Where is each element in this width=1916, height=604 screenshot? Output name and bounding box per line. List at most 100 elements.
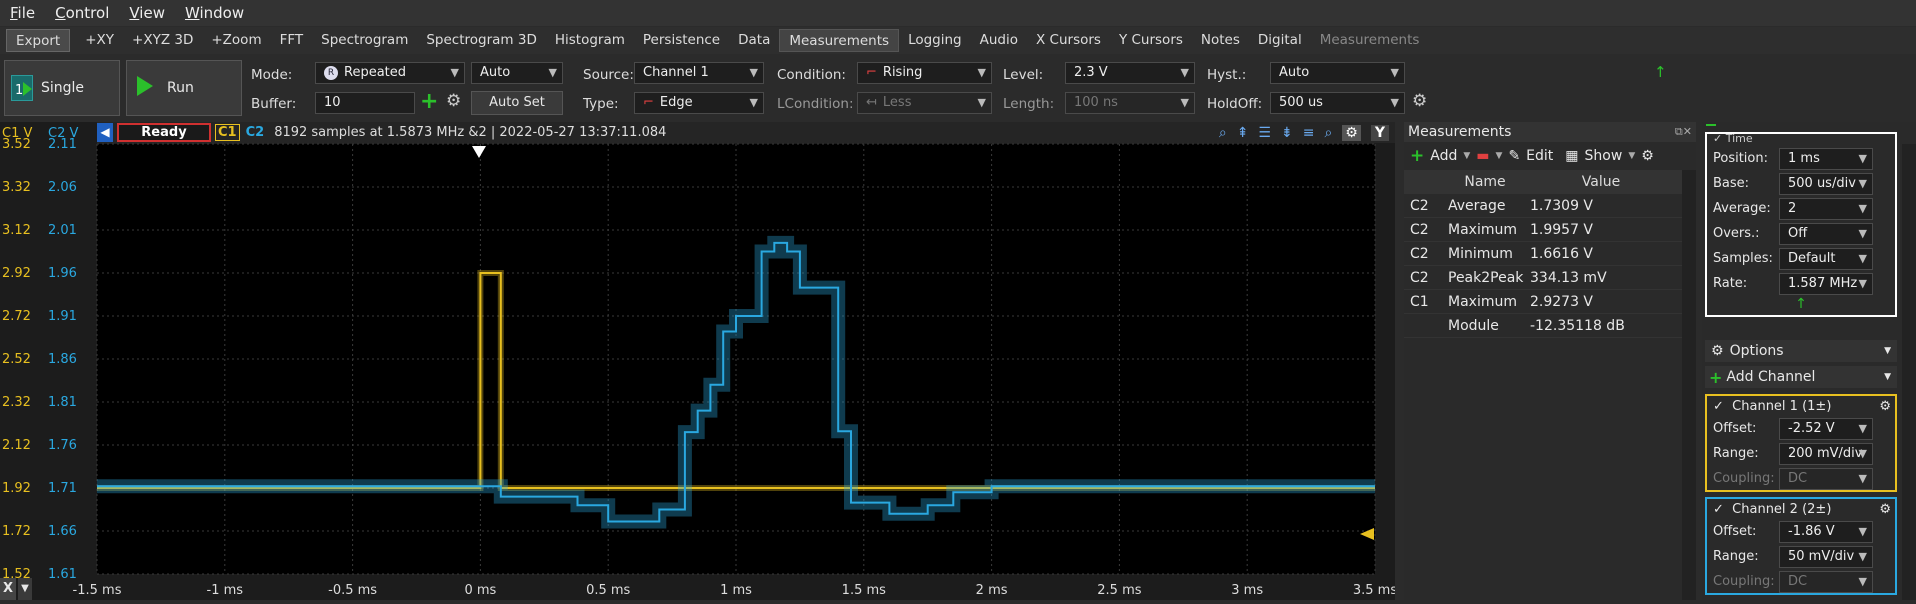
tab-fft[interactable]: FFT bbox=[279, 32, 304, 48]
edit-button[interactable]: Edit bbox=[1526, 148, 1554, 164]
tab-measurements-2[interactable]: Measurements bbox=[1319, 32, 1420, 48]
ch1-coupling-select[interactable]: DC ▼ bbox=[1779, 467, 1873, 490]
overs-select[interactable]: Off ▼ bbox=[1779, 222, 1873, 245]
lcondition-select[interactable]: ↤ Less ▼ bbox=[857, 92, 992, 114]
gear-icon[interactable]: ⚙ bbox=[1641, 148, 1654, 164]
tab-logging[interactable]: Logging bbox=[908, 32, 962, 48]
table-row[interactable]: Module -12.35118 dB bbox=[1404, 314, 1696, 338]
tab-persistence[interactable]: Persistence bbox=[642, 32, 721, 48]
export-button[interactable]: Export bbox=[6, 29, 71, 52]
menu-control[interactable]: Control bbox=[55, 4, 110, 22]
gear-icon[interactable]: ⚙ bbox=[1412, 91, 1428, 111]
y-axis-icon[interactable]: Y bbox=[1370, 124, 1389, 141]
tab-measurements[interactable]: Measurements bbox=[779, 29, 900, 52]
tab-x-cursors[interactable]: X Cursors bbox=[1036, 32, 1101, 48]
close-icon[interactable]: X bbox=[0, 578, 16, 600]
mode-select[interactable]: R Repeated ▼ bbox=[315, 62, 465, 84]
tab-zoom[interactable]: +Zoom bbox=[211, 32, 262, 48]
show-button[interactable]: Show bbox=[1584, 148, 1623, 164]
tab-spectrogram-3d[interactable]: Spectrogram 3D bbox=[426, 32, 537, 48]
measurements-scrollbar[interactable] bbox=[1682, 170, 1696, 600]
window-controls-icon[interactable]: ⧉✕ bbox=[1674, 125, 1692, 138]
menu-window[interactable]: Window bbox=[184, 4, 245, 22]
add-measurement-button[interactable]: Add bbox=[1430, 148, 1458, 164]
settings-panel: ✓ Time Position: 1 ms ▼ Base: 500 us/div ▼ A… bbox=[1702, 122, 1916, 600]
trigger-level-marker[interactable] bbox=[1360, 528, 1374, 540]
auto-set-button[interactable]: Auto Set bbox=[471, 91, 563, 115]
gear-icon[interactable]: ⚙ bbox=[446, 91, 462, 111]
menu-view[interactable]: View bbox=[129, 4, 165, 22]
chevron-down-icon[interactable]: ▼ bbox=[1463, 151, 1471, 161]
hyst-select[interactable]: Auto ▼ bbox=[1270, 62, 1405, 84]
c2-tag[interactable]: C2 bbox=[245, 125, 265, 140]
arrow-up-icon[interactable]: ↑ bbox=[1654, 63, 1667, 81]
tab-histogram[interactable]: Histogram bbox=[554, 32, 625, 48]
magnify-icon[interactable]: ⌕ bbox=[1324, 124, 1333, 141]
table-row[interactable]: C2 Peak2Peak 334.13 mV bbox=[1404, 266, 1696, 290]
channel-2-section: ✓ Channel 2 (2±) ⚙ Offset: -1.86 V ▼ Range:… bbox=[1705, 497, 1897, 595]
mode-auto-select[interactable]: Auto ▼ bbox=[471, 62, 563, 84]
level-input[interactable]: 2.3 V ▼ bbox=[1065, 62, 1195, 84]
c1-tag[interactable]: C1 bbox=[215, 124, 240, 141]
average-select[interactable]: 2 ▼ bbox=[1779, 197, 1873, 220]
type-select[interactable]: ⌐ Edge ▼ bbox=[634, 92, 764, 114]
tab-spectrogram[interactable]: Spectrogram bbox=[321, 32, 409, 48]
plot-svg[interactable]: 3.52 2.11 3.32 2.06 3.12 2.01 2.92 1.96 2.72 1.91… bbox=[0, 122, 1397, 600]
ch2-range-select[interactable]: 50 mV/div ▼ bbox=[1779, 545, 1873, 568]
add-icon[interactable]: + bbox=[420, 89, 439, 114]
length-input[interactable]: 100 ns ▼ bbox=[1065, 92, 1195, 114]
arrow-up-icon[interactable]: ↑ bbox=[1795, 296, 1807, 312]
chevron-down-icon[interactable]: ▼ bbox=[1495, 151, 1503, 161]
tab-notes[interactable]: Notes bbox=[1200, 32, 1240, 48]
condition-select[interactable]: ⌐ Rising ▼ bbox=[857, 62, 992, 84]
channel-2-title: Channel 2 (2±) bbox=[1732, 501, 1832, 517]
add-channel-button[interactable]: + Add Channel ▼ bbox=[1705, 366, 1897, 388]
menu-file[interactable]: File bbox=[10, 4, 36, 22]
ch1-offset-input[interactable]: -2.52 V ▼ bbox=[1779, 417, 1873, 440]
align-bottom-icon[interactable]: ⇟ bbox=[1280, 124, 1293, 141]
buffer-input[interactable]: 10 bbox=[315, 92, 415, 114]
rate-select[interactable]: 1.587 MHz ▼ bbox=[1779, 272, 1873, 295]
single-button[interactable]: 1 Single bbox=[4, 60, 120, 116]
chevron-down-icon[interactable]: ▼ bbox=[18, 578, 32, 600]
tab-y-cursors[interactable]: Y Cursors bbox=[1118, 32, 1183, 48]
tab-xy[interactable]: +XY bbox=[85, 32, 115, 48]
ch2-coupling-select[interactable]: DC ▼ bbox=[1779, 570, 1873, 593]
align-stack-icon[interactable]: ≡ bbox=[1302, 124, 1315, 141]
source-select[interactable]: Channel 1 ▼ bbox=[634, 62, 764, 84]
remove-icon[interactable]: ▬ bbox=[1476, 148, 1490, 164]
options-row[interactable]: ⚙ Options ▼ bbox=[1705, 340, 1897, 362]
position-input[interactable]: 1 ms ▼ bbox=[1779, 147, 1873, 170]
tab-xyz-3d[interactable]: +XYZ 3D bbox=[132, 32, 194, 48]
zoom-icon[interactable]: ⌕ bbox=[1218, 124, 1227, 141]
ready-badge: Ready bbox=[117, 123, 211, 142]
plot-scrollbar[interactable] bbox=[1380, 144, 1395, 574]
ch2-offset-input[interactable]: -1.86 V ▼ bbox=[1779, 520, 1873, 543]
check-icon[interactable]: ✓ bbox=[1713, 398, 1724, 414]
tab-digital[interactable]: Digital bbox=[1257, 32, 1302, 48]
source-value: Channel 1 bbox=[643, 65, 709, 80]
run-button[interactable]: Run bbox=[126, 60, 242, 116]
settings-scrollbar[interactable] bbox=[1902, 144, 1916, 600]
table-row[interactable]: C2 Maximum 1.9957 V bbox=[1404, 218, 1696, 242]
chevron-down-icon[interactable]: ▼ bbox=[1628, 151, 1636, 161]
oscilloscope-plot[interactable]: 3.52 2.11 3.32 2.06 3.12 2.01 2.92 1.96 2.72 1.91… bbox=[0, 122, 1397, 600]
table-row[interactable]: C2 Average 1.7309 V bbox=[1404, 194, 1696, 218]
base-select[interactable]: 500 us/div ▼ bbox=[1779, 172, 1873, 195]
align-middle-icon[interactable]: ☰ bbox=[1258, 124, 1271, 141]
tab-data[interactable]: Data bbox=[738, 32, 771, 48]
collapse-left-icon[interactable]: ◀ bbox=[97, 123, 113, 142]
gear-icon[interactable]: ⚙ bbox=[1879, 398, 1891, 414]
gear-icon[interactable]: ⚙ bbox=[1879, 501, 1891, 517]
holdoff-input[interactable]: 500 us ▼ bbox=[1270, 92, 1405, 114]
check-icon[interactable]: ✓ bbox=[1713, 501, 1724, 517]
table-row[interactable]: C2 Minimum 1.6616 V bbox=[1404, 242, 1696, 266]
samples-select[interactable]: Default ▼ bbox=[1779, 247, 1873, 270]
tab-audio[interactable]: Audio bbox=[979, 32, 1018, 48]
trigger-position-marker[interactable] bbox=[472, 146, 486, 158]
align-top-icon[interactable]: ⇞ bbox=[1236, 124, 1249, 141]
table-row[interactable]: C1 Maximum 2.9273 V bbox=[1404, 290, 1696, 314]
ch1-range-select[interactable]: 200 mV/div ▼ bbox=[1779, 442, 1873, 465]
gear-icon[interactable]: ⚙ bbox=[1342, 124, 1361, 141]
base-value: 500 us/div bbox=[1788, 175, 1856, 191]
